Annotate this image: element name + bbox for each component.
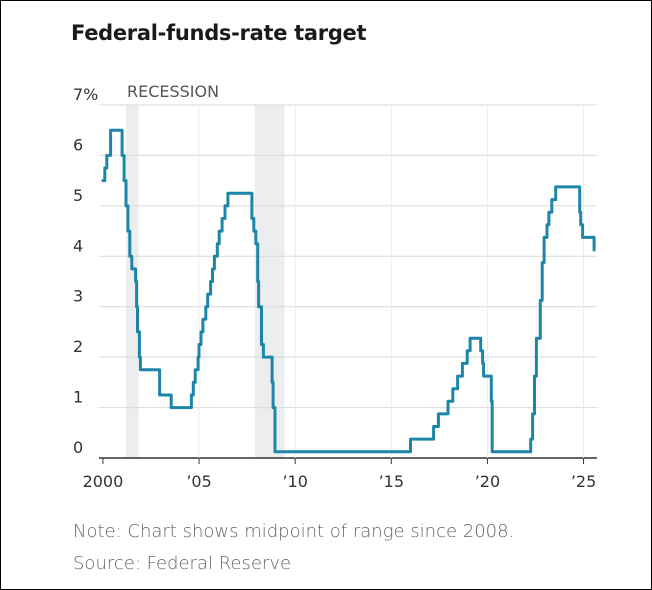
series-lines [101,128,596,454]
x-tick-label-2000: 2000 [83,472,124,491]
x-tick-label-2010: ’10 [282,472,307,491]
series-line-1 [101,128,596,454]
y-axis-ticks: 0 1 2 3 4 5 6 7% [73,85,98,457]
y-tick-label-6: 6 [73,135,83,154]
chart-note: Note: Chart shows midpoint of range sinc… [73,521,515,542]
y-tick-label-3: 3 [73,287,83,306]
y-tick-label-5: 5 [73,186,83,205]
y-tick-label-0: 0 [73,438,83,457]
x-tick-label-2015: ’15 [379,472,404,491]
x-axis-ticks: 2000 ’05 ’10 ’15 ’20 ’25 [83,458,596,491]
x-tick-label-2025: ’25 [571,472,596,491]
recession-bands [125,105,285,458]
y-tick-label-1: 1 [73,388,83,407]
y-tick-label-7: 7% [73,85,98,104]
y-tick-label-2: 2 [73,337,83,356]
chart-title: Federal-funds-rate target [71,21,367,45]
y-tick-label-4: 4 [73,236,83,255]
chart-source: Source: Federal Reserve [73,553,292,574]
recession-label: RECESSION [127,82,219,101]
x-tick-label-2020: ’20 [475,472,500,491]
gridlines [99,104,597,459]
x-tick-label-2005: ’05 [186,472,211,491]
recession-band-1 [125,105,139,458]
